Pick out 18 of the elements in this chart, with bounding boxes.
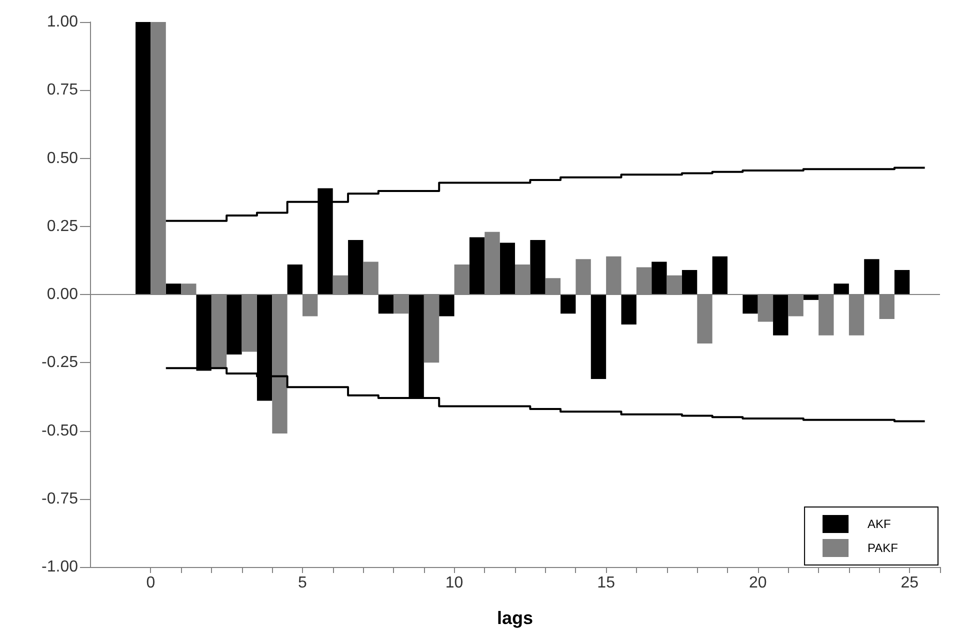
x-tick-label: 5 xyxy=(298,574,308,592)
x-tick-label: 20 xyxy=(748,574,767,592)
y-tick-label: -0.75 xyxy=(42,490,78,508)
legend-label: PAKF xyxy=(868,541,898,555)
x-tick-label: 25 xyxy=(900,574,919,592)
legend-label: AKF xyxy=(868,517,891,531)
y-tick-label: 1.00 xyxy=(46,14,78,30)
y-tick-label: -0.50 xyxy=(42,422,78,440)
x-tick-label: 15 xyxy=(597,574,616,592)
x-axis-title: lags xyxy=(496,608,534,628)
y-tick-label: -1.00 xyxy=(42,558,78,576)
y-tick-label: 0.50 xyxy=(46,150,78,167)
y-tick-label: 0.00 xyxy=(46,286,78,303)
y-tick-label: -0.25 xyxy=(42,354,78,372)
y-tick-label: 0.25 xyxy=(46,218,78,235)
x-tick-label: 0 xyxy=(146,574,156,592)
x-tick-label: 10 xyxy=(445,574,464,592)
y-tick-label: 0.75 xyxy=(46,82,78,99)
